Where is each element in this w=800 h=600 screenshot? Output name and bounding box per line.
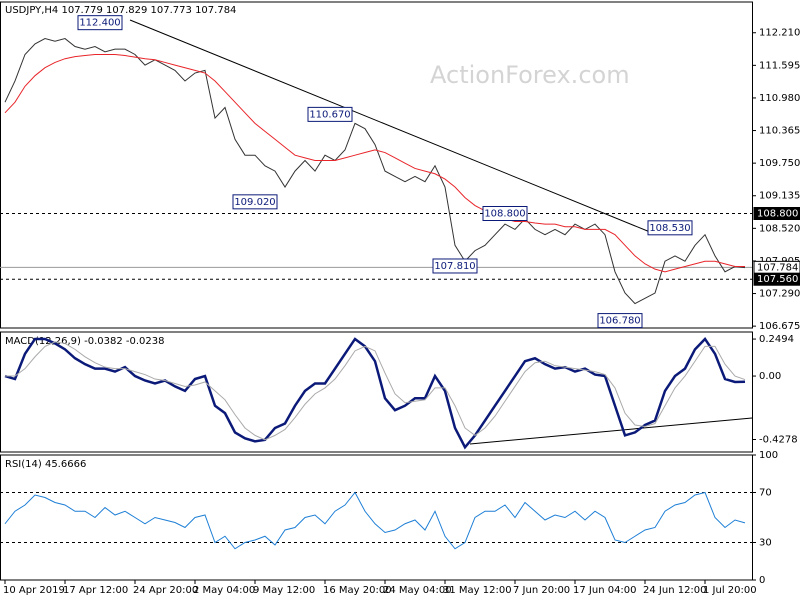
level-label: 107.784 [757,262,798,273]
x-tick-label: 1 Jul 20:00 [703,585,757,596]
x-tick-label: 24 May 04:00 [383,585,452,596]
x-tick-label: 10 Apr 2019 [3,585,65,596]
y-tick-label: 110.365 [759,126,800,137]
annotation-box [77,15,123,31]
level-label-box [753,207,800,221]
y-tick-label: 0.2494 [759,334,794,345]
annotation-box [232,194,278,210]
annotation-label: 107.810 [434,261,475,272]
macd-title: MACD(12,26,9) -0.0382 -0.0238 [5,336,165,347]
macd-trendline [469,417,753,445]
panel-frame [0,331,753,453]
y-tick-label: 106.675 [759,321,800,332]
series-line [4,38,746,305]
annotation-label: 108.530 [649,223,690,234]
y-tick-label: 112.210 [759,28,800,39]
y-tick-label: 107.290 [759,289,800,300]
annotation-label: 108.800 [484,209,525,220]
y-tick-label: 109.135 [759,191,800,202]
annotation-box [307,106,353,122]
x-tick-label: 2 May 04:00 [193,585,255,596]
x-tick-label: 31 May 12:00 [443,585,512,596]
x-tick-label: 24 Apr 20:00 [133,585,198,596]
y-tick-label: 30 [759,538,772,549]
main-title: USDJPY,H4 107.779 107.829 107.773 107.78… [5,5,236,16]
level-label: 107.560 [757,274,798,285]
y-tick-label: 110.980 [759,93,800,104]
x-tick-label: 17 Apr 12:00 [63,585,128,596]
y-tick-label: -0.4278 [759,435,798,446]
series-line [4,491,746,550]
x-tick-label: 7 Jun 20:00 [513,585,570,596]
annotation-box [647,220,693,236]
level-label-box [753,272,800,286]
y-tick-label: 0 [759,575,765,586]
rsi-title: RSI(14) 45.6666 [5,459,86,470]
y-tick-label: 108.520 [759,223,800,234]
y-tick-label: 111.595 [759,60,800,71]
series-line [5,341,746,441]
annotation-box [597,313,643,329]
x-tick-label: 24 Jun 12:00 [643,585,707,596]
annotation-label: 110.670 [309,109,350,120]
panel-frame [0,1,753,329]
annotation-label: 109.020 [234,197,275,208]
y-tick-label: 100 [759,450,778,461]
x-tick-label: 17 Jun 04:00 [573,585,637,596]
annotation-label: 112.400 [79,18,120,29]
annotation-box [432,258,478,274]
watermark: ActionForex.com [430,61,630,89]
y-tick-label: 70 [759,488,772,499]
panel-frame [0,454,753,581]
y-tick-label: 109.750 [759,158,800,169]
trendline [129,19,651,233]
y-tick-label: 0.00 [759,371,781,382]
x-tick-label: 16 May 20:00 [323,585,392,596]
annotation-label: 106.780 [599,316,640,327]
x-tick-label: 9 May 12:00 [253,585,315,596]
series-line [4,53,745,273]
level-label: 108.800 [757,209,798,220]
annotation-box [482,206,528,222]
